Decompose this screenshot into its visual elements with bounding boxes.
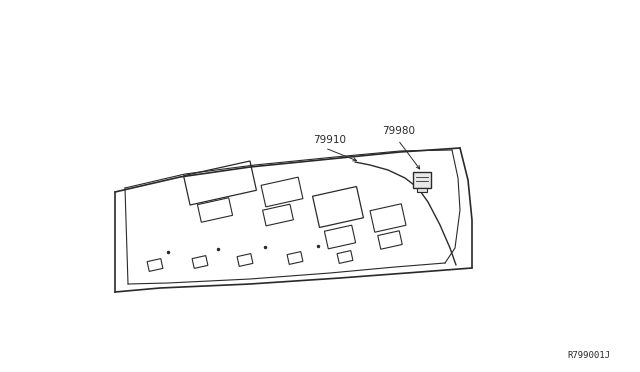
Text: 79910: 79910 <box>313 135 346 145</box>
Polygon shape <box>378 231 403 249</box>
Polygon shape <box>312 186 364 228</box>
Polygon shape <box>147 259 163 272</box>
Polygon shape <box>184 161 257 205</box>
Text: 79980: 79980 <box>382 126 415 136</box>
Bar <box>413 172 431 188</box>
Polygon shape <box>192 256 208 268</box>
Polygon shape <box>337 251 353 263</box>
Polygon shape <box>197 198 232 222</box>
Polygon shape <box>261 177 303 207</box>
Polygon shape <box>262 204 293 226</box>
Bar <box>417 188 427 192</box>
Polygon shape <box>237 254 253 266</box>
Polygon shape <box>324 225 356 249</box>
Text: R799001J: R799001J <box>567 351 610 360</box>
Polygon shape <box>287 251 303 264</box>
Polygon shape <box>370 204 406 232</box>
